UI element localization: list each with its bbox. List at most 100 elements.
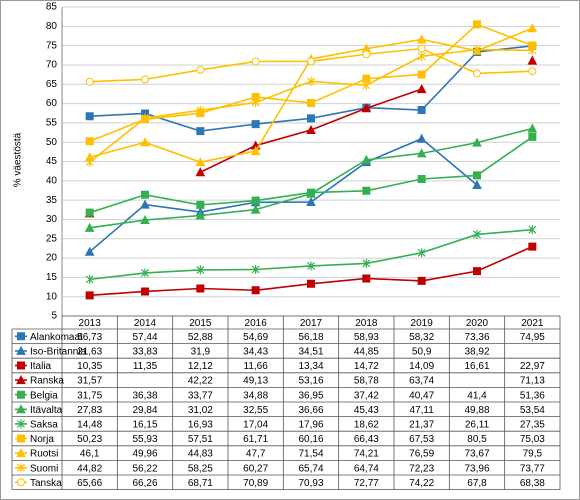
legend-marker <box>17 390 25 399</box>
table-cell: 34,88 <box>243 390 268 401</box>
data-point <box>306 196 316 207</box>
y-tick-label: 50 <box>46 137 58 148</box>
data-point <box>251 120 260 129</box>
legend-label: Ranska <box>30 376 64 387</box>
data-point <box>417 44 426 53</box>
data-point <box>141 113 149 123</box>
table-cell: 65,74 <box>298 463 323 474</box>
x-tick-label: 2017 <box>300 318 323 329</box>
y-tick-label: 60 <box>46 98 58 109</box>
table-cell: 27,83 <box>77 405 102 416</box>
data-point <box>417 174 426 183</box>
data-point <box>528 225 537 235</box>
data-point <box>417 276 426 285</box>
data-point <box>417 248 426 258</box>
table-cell: 61,71 <box>243 434 268 445</box>
data-point <box>140 137 150 147</box>
table-cell: 73,36 <box>464 332 489 343</box>
data-point <box>528 67 537 76</box>
data-point <box>195 210 206 220</box>
table-cell: 58,78 <box>354 376 379 387</box>
data-point <box>307 57 316 66</box>
table-cell: 72,77 <box>354 478 379 489</box>
table-cell: 33,83 <box>132 347 157 358</box>
data-point <box>527 23 538 33</box>
table-cell: 52,88 <box>188 332 213 343</box>
table-cell: 58,93 <box>354 332 379 343</box>
data-point <box>85 77 94 86</box>
table-cell: 32,55 <box>243 405 268 416</box>
y-tick-label: 40 <box>46 175 58 186</box>
table-cell: 29,84 <box>132 405 157 416</box>
legend-label: Alankomaat <box>30 332 83 343</box>
data-point <box>196 200 205 209</box>
y-tick-label: 65 <box>46 79 58 90</box>
table-cell: 34,43 <box>243 347 268 358</box>
x-tick-label: 2013 <box>79 318 102 329</box>
table-cell: 50,9 <box>412 347 432 358</box>
table-cell: 49,96 <box>132 449 157 460</box>
table-cell: 26,11 <box>465 420 490 431</box>
legend-label: Norja <box>30 434 54 445</box>
table-cell: 76,59 <box>409 449 434 460</box>
table-cell: 49,88 <box>464 405 489 416</box>
legend-label: Ruotsi <box>30 449 58 460</box>
data-point <box>306 124 316 134</box>
data-point <box>84 222 95 232</box>
data-point <box>362 186 371 195</box>
data-point <box>306 188 316 198</box>
legend-label: Italia <box>30 361 52 372</box>
y-tick-label: 75 <box>46 40 58 51</box>
table-cell: 74,21 <box>354 449 379 460</box>
table-cell: 42,22 <box>188 376 213 387</box>
data-point <box>528 242 537 251</box>
data-point <box>527 55 538 65</box>
data-point <box>85 291 94 300</box>
table-cell: 49,13 <box>243 376 268 387</box>
table-cell: 63,74 <box>409 376 434 387</box>
legend-label: Suomi <box>30 463 58 474</box>
table-cell: 70,93 <box>298 478 323 489</box>
x-tick-label: 2020 <box>466 318 489 329</box>
data-point <box>307 279 315 288</box>
table-cell: 53,16 <box>298 376 323 387</box>
data-point <box>472 179 482 189</box>
table-cell: 56,22 <box>132 463 157 474</box>
table-cell: 31,57 <box>77 376 102 387</box>
table-cell: 36,38 <box>132 390 157 401</box>
table-cell: 73,67 <box>464 449 489 460</box>
data-point <box>307 98 315 107</box>
legend-marker <box>17 434 25 443</box>
y-tick-label: 25 <box>46 233 58 244</box>
x-tick-label: 2018 <box>355 318 378 329</box>
legend-marker <box>17 361 25 370</box>
table-cell: 11,35 <box>133 361 158 372</box>
y-axis-title: % väestöstä <box>13 132 24 187</box>
data-point <box>84 246 95 256</box>
table-cell: 16,15 <box>132 420 157 431</box>
data-point <box>416 148 427 158</box>
table-cell: 60,27 <box>243 463 268 474</box>
data-point <box>417 70 426 79</box>
data-point <box>361 103 372 113</box>
x-tick-label: 2021 <box>521 318 544 329</box>
table-cell: 38,92 <box>464 347 489 358</box>
data-point <box>251 286 260 295</box>
data-point <box>528 41 537 50</box>
y-tick-label: 5 <box>51 311 57 322</box>
data-point <box>250 146 261 156</box>
table-cell: 72,23 <box>409 463 434 474</box>
table-cell: 56,73 <box>77 332 102 343</box>
table-cell: 66,26 <box>132 478 157 489</box>
table-cell: 53,54 <box>520 405 545 416</box>
table-cell: 55,93 <box>132 434 157 445</box>
table-cell: 11,66 <box>244 361 269 372</box>
y-tick-label: 45 <box>46 156 58 167</box>
data-point <box>417 106 426 115</box>
table-cell: 56,18 <box>298 332 323 343</box>
data-point <box>196 284 205 293</box>
data-point <box>416 34 427 44</box>
data-point <box>250 204 261 214</box>
table-cell: 17,04 <box>243 420 268 431</box>
